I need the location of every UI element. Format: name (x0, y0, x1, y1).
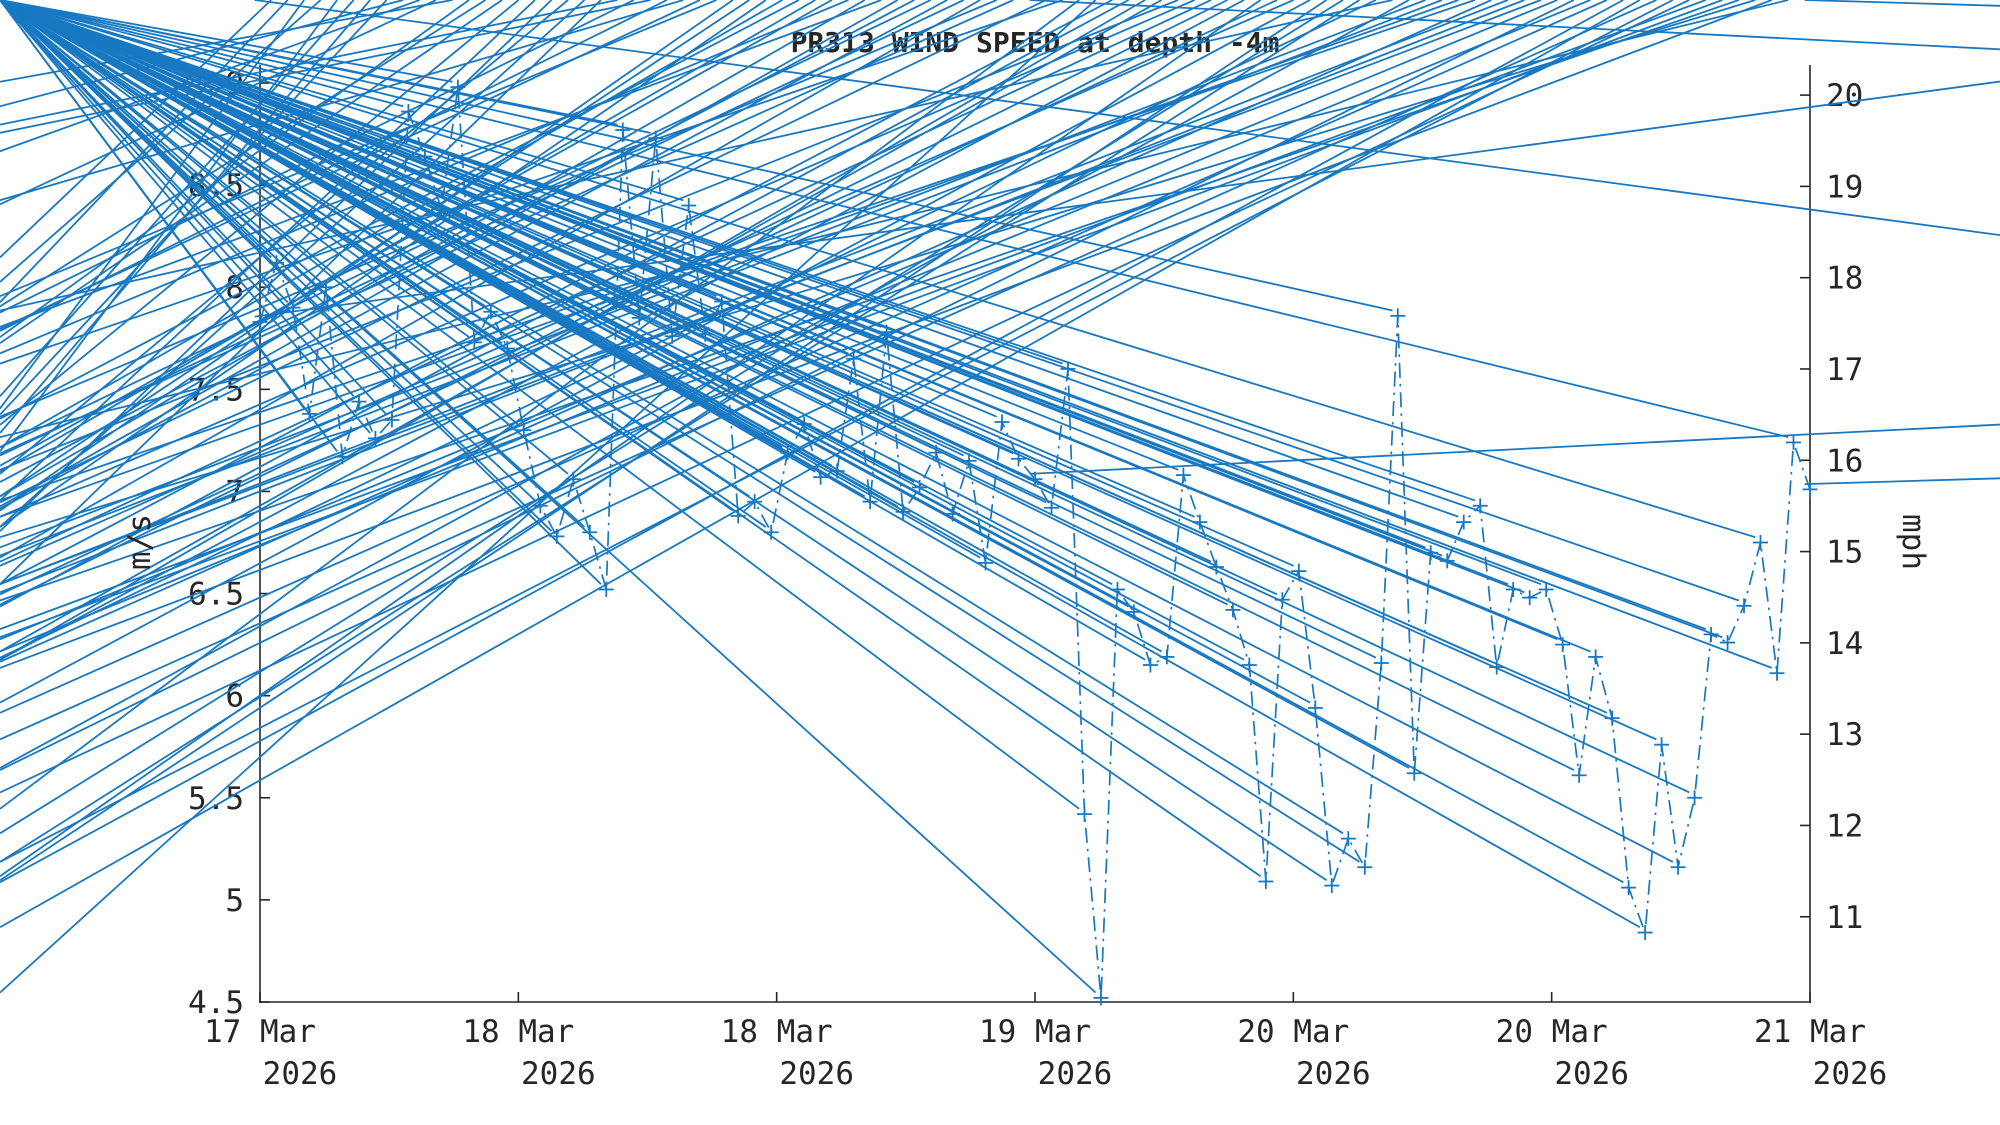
data-point-marker (0, 0, 1587, 783)
data-point-marker (0, 0, 1010, 430)
right-tick-label: 14 (1826, 626, 1863, 662)
data-point-marker (0, 0, 1802, 450)
x-tick-label-day: 17 Mar (204, 1014, 316, 1050)
x-tick-label-year: 2026 (779, 1056, 854, 1092)
right-tick-label: 16 (1826, 443, 1863, 479)
right-tick-label: 20 (1826, 78, 1863, 114)
data-point-marker (0, 0, 1274, 890)
y-axis-label-right: mph (1895, 514, 1931, 570)
left-tick-label: 6 (225, 679, 244, 715)
data-point-marker (0, 0, 1191, 483)
data-point-marker (0, 0, 1488, 514)
x-tick-label-year: 2026 (521, 1056, 596, 1092)
left-tick-label: 4.5 (188, 985, 244, 1021)
right-tick-label: 12 (1826, 808, 1863, 844)
x-tick-label-day: 21 Mar (1754, 1014, 1866, 1050)
data-point-marker (0, 0, 1373, 875)
x-tick-label-day: 20 Mar (1237, 1014, 1349, 1050)
left-tick-label: 5.5 (188, 781, 244, 817)
x-tick-label-day: 20 Mar (1496, 1014, 1608, 1050)
data-point-marker (0, 0, 1637, 896)
data-point-marker (0, 0, 400, 428)
data-point-marker (1802, 0, 2000, 497)
left-tick-label: 6.5 (188, 577, 244, 613)
axes-tick-labels: 4.555.566.577.588.5911121314151617181920… (188, 66, 1887, 1092)
data-point-marker (0, 0, 1769, 550)
x-tick-label-year: 2026 (1038, 1056, 1113, 1092)
data-point-marker (0, 0, 1703, 806)
right-tick-label: 19 (1826, 169, 1863, 205)
data-point-marker (0, 0, 1653, 941)
data-point-marker (0, 0, 1406, 324)
data-point-marker (0, 0, 1785, 681)
data-point-marker (0, 0, 697, 214)
right-tick-label: 17 (1826, 352, 1863, 388)
data-point-marker (0, 0, 1752, 614)
right-tick-label: 18 (1826, 261, 1863, 297)
data-point-marker (0, 0, 1736, 651)
data-point-marker (0, 0, 1356, 847)
data-point-marker (0, 0, 1092, 822)
x-tick-label-year: 2026 (1296, 1056, 1371, 1092)
wind-speed-line (259, 86, 1811, 998)
x-tick-label-day: 19 Mar (979, 1014, 1091, 1050)
x-tick-label-year: 2026 (1813, 1056, 1888, 1092)
left-tick-label: 5 (225, 883, 244, 919)
right-tick-label: 13 (1826, 717, 1863, 753)
x-tick-label-day: 18 Mar (721, 1014, 833, 1050)
x-tick-label-year: 2026 (1554, 1056, 1629, 1092)
data-series (0, 0, 2000, 1006)
x-tick-label-year: 2026 (263, 1056, 338, 1092)
right-tick-label: 15 (1826, 535, 1863, 571)
x-tick-label-day: 18 Mar (462, 1014, 574, 1050)
data-point-marker (0, 0, 1686, 875)
y-axis-label-left: m/s (122, 514, 158, 570)
right-tick-label: 11 (1826, 900, 1863, 936)
